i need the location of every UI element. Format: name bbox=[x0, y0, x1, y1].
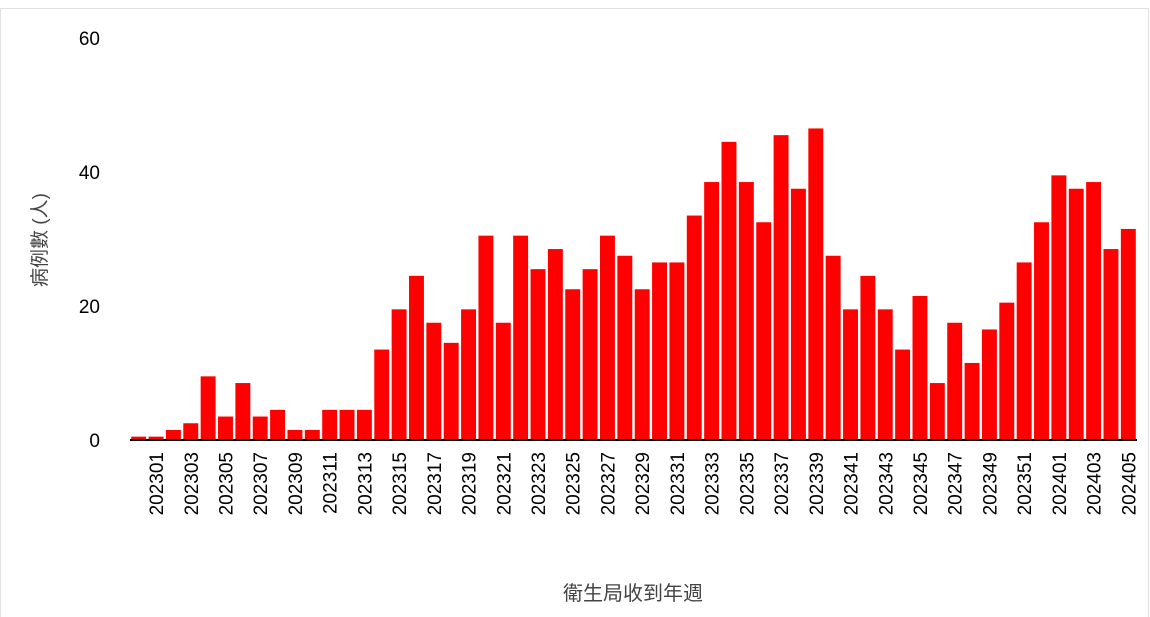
bar bbox=[617, 255, 633, 440]
x-tick-label: 202301 bbox=[147, 452, 168, 515]
bar bbox=[929, 383, 945, 440]
bar bbox=[773, 135, 789, 440]
bar bbox=[1068, 188, 1084, 440]
x-tick-label: 202329 bbox=[633, 452, 654, 515]
bar bbox=[131, 436, 147, 440]
bar bbox=[304, 429, 320, 440]
x-tick-label: 202345 bbox=[911, 452, 932, 515]
x-tick-label: 202321 bbox=[494, 452, 515, 515]
x-tick-label: 202319 bbox=[460, 452, 481, 515]
bar bbox=[1016, 262, 1032, 440]
x-tick-label: 202339 bbox=[807, 452, 828, 515]
x-tick-label: 202351 bbox=[1015, 452, 1036, 515]
bar bbox=[235, 383, 251, 440]
x-tick-label: 202307 bbox=[251, 452, 272, 515]
bar bbox=[1051, 175, 1067, 440]
bar bbox=[461, 309, 477, 440]
y-axis-title: 病例數 (人) bbox=[29, 193, 51, 287]
bar bbox=[183, 423, 199, 440]
frame bbox=[0, 8, 1149, 617]
x-tick-label: 202317 bbox=[425, 452, 446, 515]
y-tick-label: 0 bbox=[89, 431, 100, 452]
x-tick-label: 202323 bbox=[529, 452, 550, 515]
x-tick-label: 202349 bbox=[980, 452, 1001, 515]
bar bbox=[877, 309, 893, 440]
x-tick-label: 202327 bbox=[598, 452, 619, 515]
bar bbox=[495, 322, 511, 440]
bar bbox=[478, 235, 494, 440]
bar bbox=[200, 376, 216, 440]
bar bbox=[426, 322, 442, 440]
x-axis-title: 衛生局收到年週 bbox=[563, 582, 703, 605]
x-tick-label: 202401 bbox=[1050, 452, 1071, 515]
bar bbox=[409, 275, 424, 440]
x-tick-label: 202333 bbox=[703, 452, 724, 515]
x-tick-label: 202309 bbox=[286, 452, 307, 515]
x-tick-label: 202405 bbox=[1119, 452, 1140, 515]
bar bbox=[218, 416, 233, 440]
bar bbox=[339, 409, 355, 440]
x-tick-label: 202337 bbox=[772, 452, 793, 515]
bar bbox=[825, 255, 841, 440]
bar bbox=[599, 235, 615, 440]
x-tick-label: 202315 bbox=[390, 452, 411, 515]
x-tick-label: 202343 bbox=[876, 452, 897, 515]
bar bbox=[981, 329, 997, 440]
bar bbox=[652, 262, 668, 440]
bar bbox=[756, 222, 772, 440]
x-tick-label: 202311 bbox=[321, 452, 342, 514]
bar bbox=[356, 409, 372, 440]
bar bbox=[252, 416, 268, 440]
bar bbox=[912, 295, 928, 440]
y-tick-label: 40 bbox=[79, 163, 100, 184]
bar bbox=[287, 429, 303, 440]
bar bbox=[721, 141, 737, 440]
x-tick-label: 202303 bbox=[182, 452, 203, 515]
bar bbox=[738, 182, 754, 441]
x-tick-label: 202331 bbox=[668, 452, 689, 515]
bar bbox=[860, 275, 876, 440]
bar bbox=[565, 289, 581, 440]
bar bbox=[530, 269, 546, 440]
x-tick-label: 202347 bbox=[946, 452, 967, 515]
bar bbox=[374, 349, 390, 440]
bar bbox=[964, 362, 980, 440]
bar bbox=[669, 262, 685, 440]
bar bbox=[443, 342, 459, 440]
bar bbox=[999, 302, 1015, 440]
bar bbox=[582, 269, 598, 440]
bar bbox=[547, 249, 563, 440]
bar bbox=[322, 409, 338, 440]
bar bbox=[634, 289, 650, 440]
x-tick-label: 202305 bbox=[216, 452, 237, 515]
bar bbox=[843, 309, 858, 440]
x-tick-label: 202313 bbox=[355, 452, 376, 515]
bar bbox=[790, 188, 806, 440]
bar bbox=[808, 128, 824, 440]
bar bbox=[270, 409, 286, 440]
bar bbox=[686, 215, 702, 440]
bar bbox=[165, 429, 181, 440]
bar bbox=[1120, 228, 1136, 440]
bar bbox=[1034, 222, 1049, 440]
bar bbox=[1103, 249, 1119, 440]
y-tick-label: 60 bbox=[79, 29, 100, 50]
bar bbox=[391, 309, 407, 440]
x-tick-label: 202325 bbox=[564, 452, 585, 515]
bar bbox=[148, 436, 164, 440]
x-tick-label: 202335 bbox=[737, 452, 758, 515]
bar bbox=[1086, 182, 1102, 441]
x-tick-label: 202403 bbox=[1085, 452, 1106, 515]
bar bbox=[947, 322, 963, 440]
x-tick-label: 202341 bbox=[842, 452, 863, 515]
bar bbox=[704, 182, 720, 441]
y-tick-label: 20 bbox=[79, 297, 100, 318]
bar bbox=[895, 349, 911, 440]
bar bbox=[513, 235, 529, 440]
